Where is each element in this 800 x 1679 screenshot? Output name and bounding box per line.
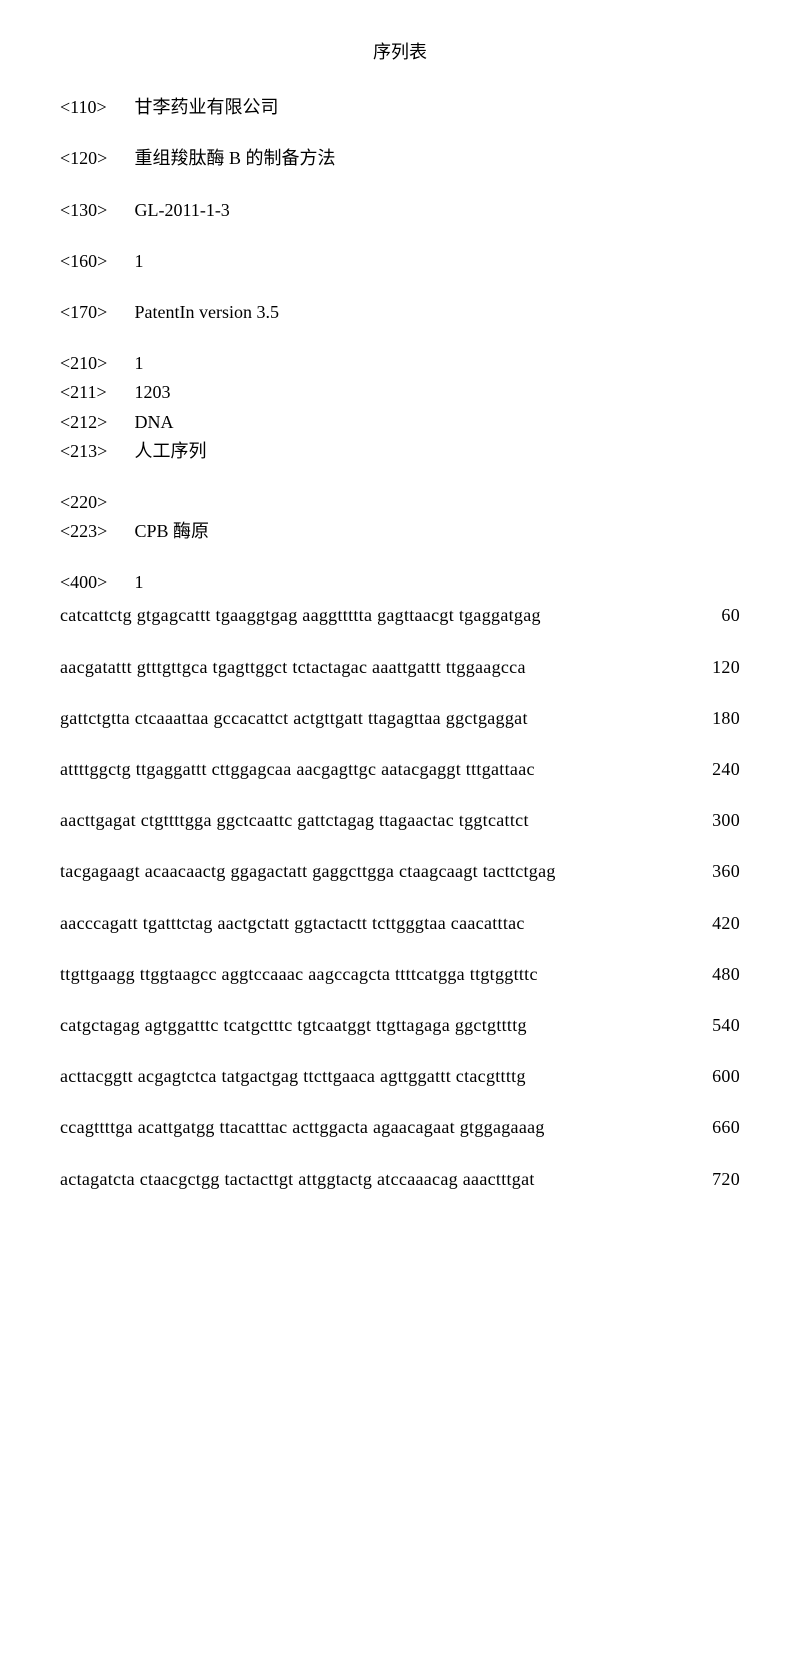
entry-130: <130> GL-2011-1-3	[60, 198, 740, 223]
seq-position: 420	[692, 911, 740, 936]
value-223: CPB 酶原	[135, 521, 210, 541]
seq-position: 480	[692, 962, 740, 987]
value-213: 人工序列	[135, 441, 207, 461]
seq-text: ccagttttga acattgatgg ttacatttac acttgga…	[60, 1115, 545, 1140]
seq-position: 240	[692, 757, 740, 782]
seq-position: 360	[692, 859, 740, 884]
tag-160: <160>	[60, 249, 130, 274]
tag-130: <130>	[60, 198, 130, 223]
seq-position: 60	[701, 603, 740, 628]
seq-position: 540	[692, 1013, 740, 1038]
seq-text: aacttgagat ctgttttgga ggctcaattc gattcta…	[60, 808, 529, 833]
entry-400: <400> 1	[60, 570, 740, 595]
seq-position: 300	[692, 808, 740, 833]
seq-row-660: ccagttttga acattgatgg ttacatttac acttgga…	[60, 1115, 740, 1140]
seq-text: ttgttgaagg ttggtaagcc aggtccaaac aagccag…	[60, 962, 538, 987]
value-120: 重组羧肽酶 B 的制备方法	[135, 148, 336, 168]
seq-text: catgctagag agtggatttc tcatgctttc tgtcaat…	[60, 1013, 527, 1038]
value-212: DNA	[135, 412, 174, 432]
tag-220: <220>	[60, 490, 130, 515]
tag-213: <213>	[60, 439, 130, 464]
seq-position: 120	[692, 655, 740, 680]
seq-text: catcattctg gtgagcattt tgaaggtgag aaggttt…	[60, 603, 541, 628]
seq-text: aacgatattt gtttgttgca tgagttggct tctacta…	[60, 655, 526, 680]
seq-text: tacgagaagt acaacaactg ggagactatt gaggctt…	[60, 859, 556, 884]
value-110: 甘李药业有限公司	[135, 97, 279, 117]
value-400: 1	[135, 572, 144, 592]
block-210: <210> 1 <211> 1203 <212> DNA <213> 人工序列	[60, 351, 740, 464]
tag-223: <223>	[60, 519, 130, 544]
tag-110: <110>	[60, 95, 130, 120]
header-entries: <110> 甘李药业有限公司 <120> 重组羧肽酶 B 的制备方法 <130>…	[60, 95, 740, 325]
seq-row-60: catcattctg gtgagcattt tgaaggtgag aaggttt…	[60, 603, 740, 628]
entry-120: <120> 重组羧肽酶 B 的制备方法	[60, 146, 740, 171]
seq-text: aacccagatt tgatttctag aactgctatt ggtacta…	[60, 911, 525, 936]
entry-212: <212> DNA	[60, 410, 740, 435]
sequence-listing: catcattctg gtgagcattt tgaaggtgag aaggttt…	[60, 603, 740, 1191]
seq-row-600: acttacggtt acgagtctca tatgactgag ttcttga…	[60, 1064, 740, 1089]
value-130: GL-2011-1-3	[135, 200, 230, 220]
tag-170: <170>	[60, 300, 130, 325]
value-210: 1	[135, 353, 144, 373]
tag-400: <400>	[60, 570, 130, 595]
entry-110: <110> 甘李药业有限公司	[60, 95, 740, 120]
seq-text: gattctgtta ctcaaattaa gccacattct actgttg…	[60, 706, 528, 731]
seq-row-360: tacgagaagt acaacaactg ggagactatt gaggctt…	[60, 859, 740, 884]
seq-row-420: aacccagatt tgatttctag aactgctatt ggtacta…	[60, 911, 740, 936]
entry-211: <211> 1203	[60, 380, 740, 405]
tag-211: <211>	[60, 380, 130, 405]
seq-text: actagatcta ctaacgctgg tactacttgt attggta…	[60, 1167, 535, 1192]
tag-210: <210>	[60, 351, 130, 376]
entry-213: <213> 人工序列	[60, 439, 740, 464]
seq-position: 720	[692, 1167, 740, 1192]
seq-row-480: ttgttgaagg ttggtaagcc aggtccaaac aagccag…	[60, 962, 740, 987]
seq-position: 660	[692, 1115, 740, 1140]
seq-text: attttggctg ttgaggattt cttggagcaa aacgagt…	[60, 757, 535, 782]
document-title: 序列表	[60, 40, 740, 65]
seq-row-540: catgctagag agtggatttc tcatgctttc tgtcaat…	[60, 1013, 740, 1038]
entry-160: <160> 1	[60, 249, 740, 274]
seq-row-240: attttggctg ttgaggattt cttggagcaa aacgagt…	[60, 757, 740, 782]
seq-row-120: aacgatattt gtttgttgca tgagttggct tctacta…	[60, 655, 740, 680]
entry-220: <220>	[60, 490, 740, 515]
entry-223: <223> CPB 酶原	[60, 519, 740, 544]
seq-text: acttacggtt acgagtctca tatgactgag ttcttga…	[60, 1064, 526, 1089]
seq-row-180: gattctgtta ctcaaattaa gccacattct actgttg…	[60, 706, 740, 731]
seq-position: 180	[692, 706, 740, 731]
seq-row-720: actagatcta ctaacgctgg tactacttgt attggta…	[60, 1167, 740, 1192]
seq-row-300: aacttgagat ctgttttgga ggctcaattc gattcta…	[60, 808, 740, 833]
tag-120: <120>	[60, 146, 130, 171]
block-220: <220> <223> CPB 酶原	[60, 490, 740, 544]
tag-212: <212>	[60, 410, 130, 435]
entry-210: <210> 1	[60, 351, 740, 376]
value-170: PatentIn version 3.5	[135, 302, 279, 322]
entry-170: <170> PatentIn version 3.5	[60, 300, 740, 325]
seq-position: 600	[692, 1064, 740, 1089]
value-211: 1203	[135, 382, 171, 402]
value-160: 1	[135, 251, 144, 271]
